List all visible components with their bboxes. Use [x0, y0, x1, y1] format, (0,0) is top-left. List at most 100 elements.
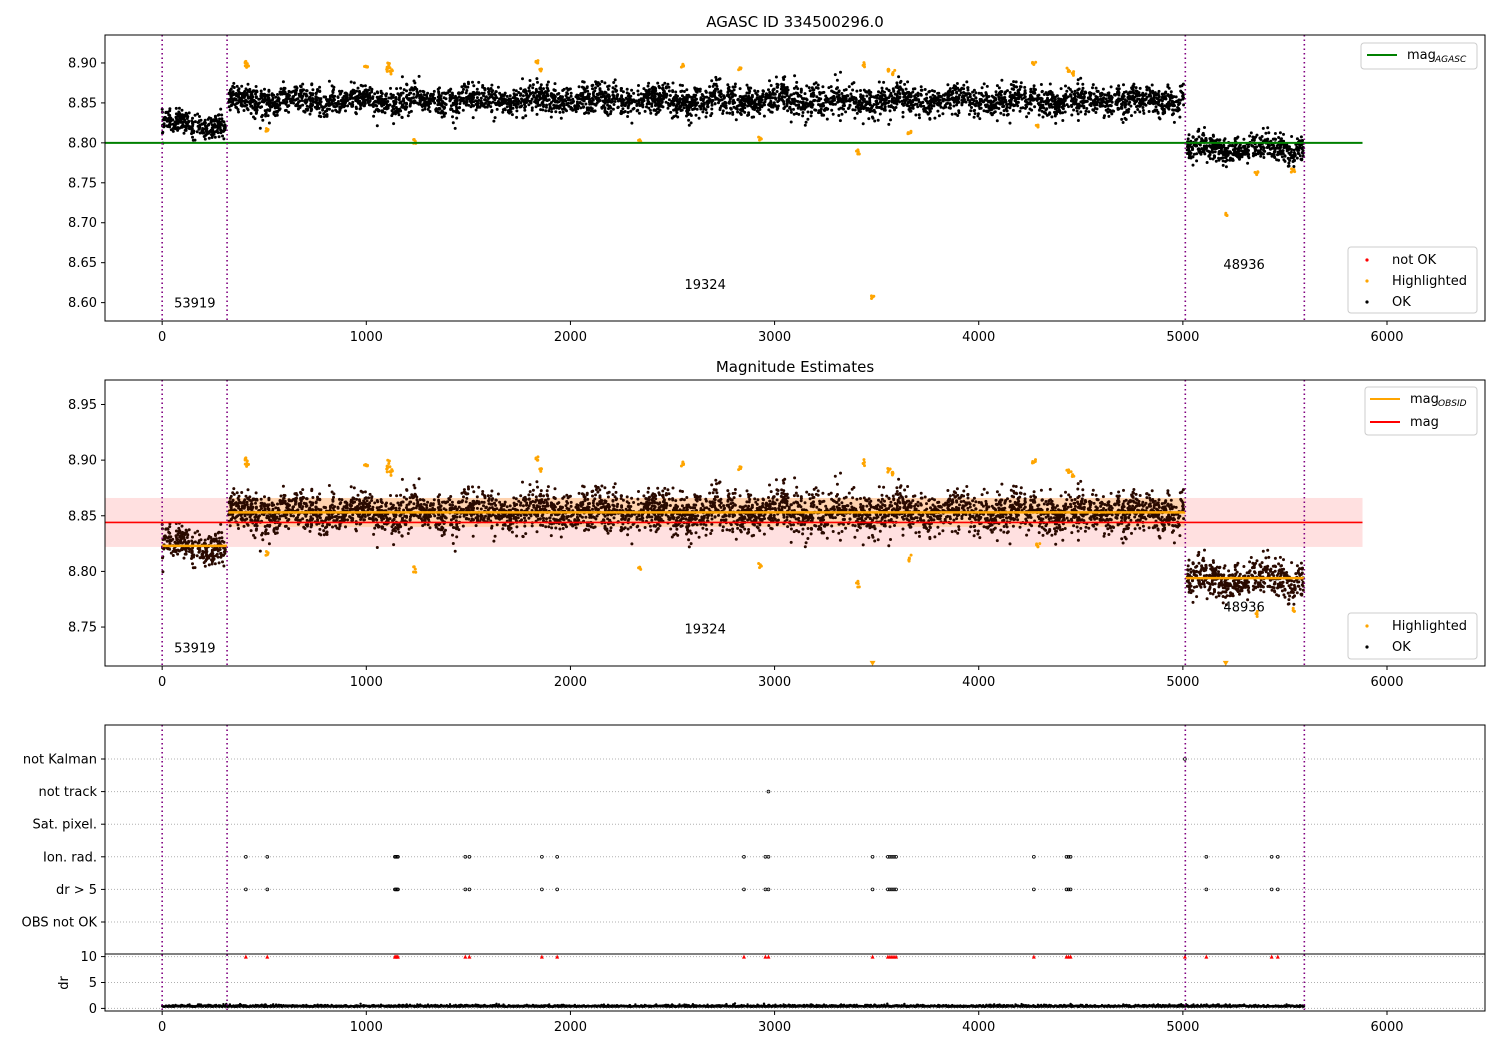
panel1-ok-point	[1059, 102, 1063, 106]
panel1-ok-point	[883, 90, 886, 94]
panel1-ok-point	[413, 81, 417, 85]
panel1-ok-point	[661, 105, 665, 109]
panel1-ok-point	[482, 94, 485, 98]
panel1-ok-point	[1091, 83, 1095, 87]
panel1-ok-point	[173, 126, 177, 130]
panel1-ok-point	[461, 108, 465, 112]
panel1-ok-point	[789, 120, 793, 124]
panel1-ok-point	[1003, 91, 1007, 95]
panel1-ok-point	[600, 80, 604, 83]
panel1-ok-point	[213, 135, 217, 139]
panel1-ok-point	[521, 116, 525, 120]
panel1-ok-point	[1285, 147, 1289, 151]
panel1-ok-point	[814, 81, 818, 85]
panel1-ok-point	[1169, 90, 1173, 94]
panel1-ok-point	[970, 106, 973, 109]
panel1-ok-point	[1016, 89, 1020, 93]
panel1-ok-point	[1101, 104, 1105, 108]
panel1-ok-point	[969, 109, 973, 113]
panel1-ok-point	[265, 102, 269, 106]
panel1-ok-point	[689, 95, 693, 99]
panel1-ok-point	[607, 99, 611, 103]
panel1-ok-point	[1121, 121, 1125, 124]
panel1-ok-point	[196, 112, 200, 116]
panel1-ok-point	[825, 99, 829, 103]
panel1-ok-point	[629, 98, 633, 102]
panel1-ok-point	[695, 97, 698, 101]
panel1-ok-point	[971, 101, 975, 105]
panel1-ok-point	[1039, 83, 1043, 86]
panel1-ok-point	[1166, 93, 1170, 97]
panel1-ok-point	[178, 116, 182, 120]
panel1-ok-point	[210, 136, 214, 139]
panel1-ok-point	[726, 91, 730, 94]
panel1-ok-point	[575, 100, 579, 104]
panel1-ok-point	[1033, 91, 1037, 95]
panel1-ok-point	[652, 108, 656, 112]
panel1-ok-point	[438, 107, 442, 111]
panel1-ok-point	[527, 86, 531, 90]
panel1-ok-point	[789, 110, 793, 114]
panel1-ok-point	[568, 98, 572, 102]
panel1-ok-point	[861, 98, 865, 102]
panel1-ok-point	[715, 84, 719, 88]
panel1-ok-point	[841, 104, 845, 108]
panel1-ok-point	[599, 95, 603, 99]
panel1-ok-point	[595, 92, 599, 96]
panel1-ok-point	[919, 88, 923, 92]
panel1-ok-point	[808, 89, 812, 93]
panel1-ok-point	[645, 105, 648, 109]
panel1-ok-point	[1282, 158, 1286, 162]
panel1-ok-point	[705, 100, 709, 104]
panel1-ok-point	[785, 98, 789, 102]
panel1-ok-point	[847, 85, 851, 89]
panel1-ok-point	[1045, 99, 1049, 103]
panel1-ok-point	[582, 96, 586, 99]
panel1-ok-point	[254, 111, 258, 115]
panel1-ok-point	[768, 79, 771, 83]
panel1-ok-point	[1106, 91, 1110, 95]
panel1-ok-point	[853, 108, 857, 112]
panel1-ok-point	[301, 94, 305, 98]
panel1-ok-point	[202, 122, 205, 126]
panel1-ok-point	[1076, 104, 1080, 107]
panel1-ok-point	[637, 100, 641, 104]
panel1-ok-point	[1061, 104, 1065, 108]
panel1-ok-point	[268, 99, 272, 103]
panel1-ok-point	[314, 97, 318, 101]
panel1-ok-point	[655, 111, 659, 115]
panel1-ok-point	[411, 88, 415, 92]
panel1-ok-point	[1100, 97, 1104, 101]
panel1-ok-point	[762, 101, 766, 105]
panel1-ok-point	[1185, 152, 1189, 155]
panel1-ok-point	[789, 102, 793, 106]
panel1-ok-point	[515, 109, 519, 113]
panel1-ok-point	[511, 106, 515, 110]
panel1-ok-point	[362, 90, 366, 94]
panel1-ok-point	[1087, 110, 1091, 114]
panel1-ok-point	[343, 91, 347, 95]
panel1-ok-point	[859, 106, 863, 110]
panel1-ok-point	[460, 85, 464, 89]
panel1-ok-point	[489, 87, 493, 90]
panel1-ok-point	[1064, 84, 1067, 88]
panel1-ok-point	[289, 101, 293, 105]
panel1-ok-point	[656, 107, 659, 111]
panel1-ok-point	[880, 103, 884, 107]
panel1-ok-point	[864, 100, 868, 104]
panel1-ok-point	[721, 109, 725, 113]
panel1-ok-point	[193, 113, 197, 117]
panel1-ok-point	[271, 103, 275, 107]
panel1-ok-point	[616, 105, 620, 109]
panel1-ok-point	[210, 123, 214, 127]
panel1-ok-point	[709, 114, 713, 118]
panel1-ok-point	[652, 98, 656, 102]
panel1-ok-point	[212, 130, 215, 134]
panel1-ok-point	[873, 119, 877, 123]
panel1-ok-point	[180, 108, 184, 112]
panel1-ok-point	[678, 106, 682, 110]
panel1-ok-point	[625, 87, 629, 91]
panel1-ok-point	[1018, 85, 1022, 89]
panel1-ok-point	[561, 89, 565, 92]
panel1-ok-point	[362, 95, 366, 99]
